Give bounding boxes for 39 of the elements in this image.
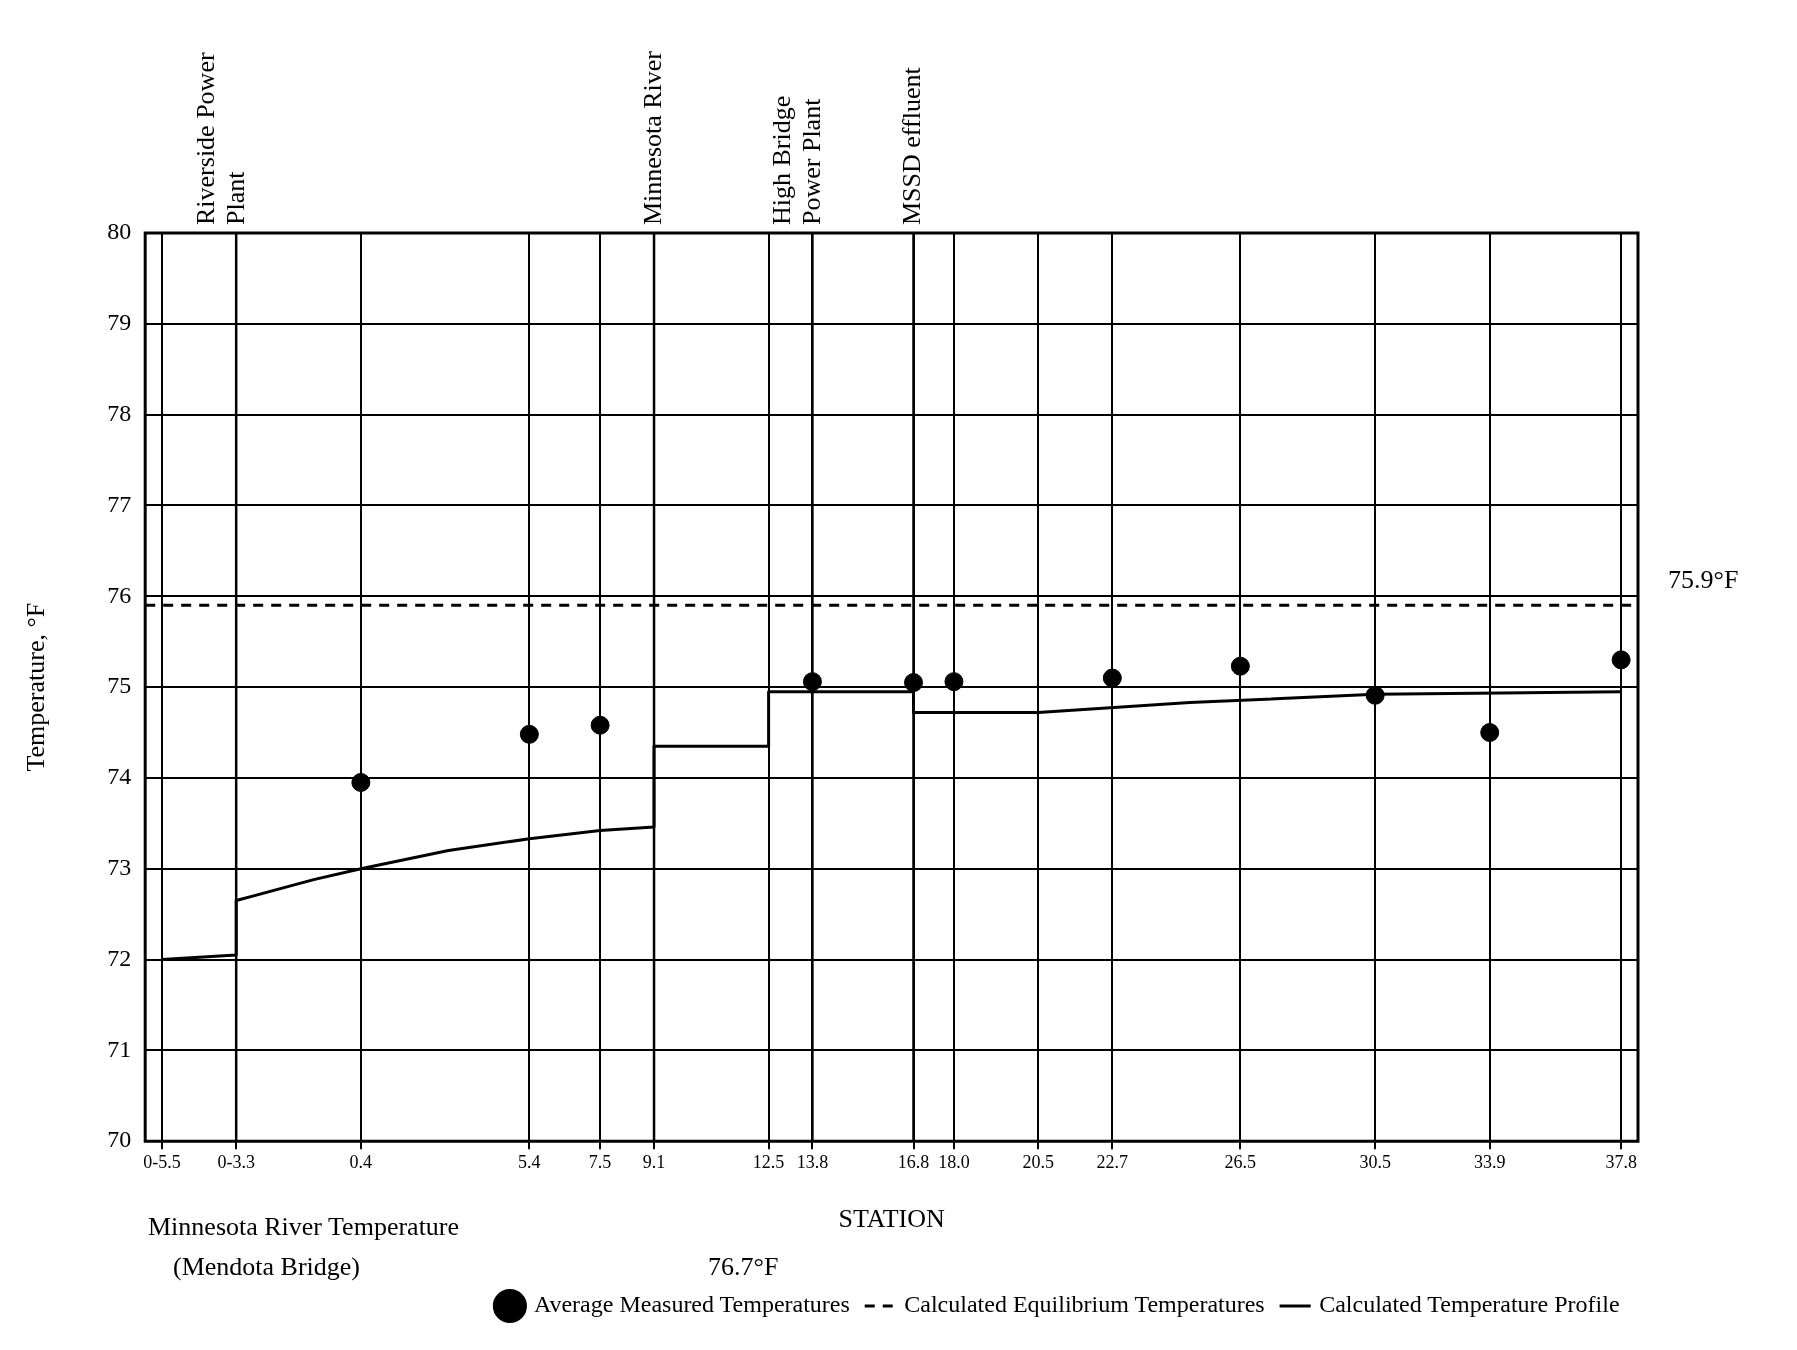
- y-tick-label: 74: [107, 763, 132, 790]
- legend-label: Calculated Temperature Profile: [1319, 1291, 1620, 1318]
- x-tick-label: 30.5: [1359, 1151, 1391, 1172]
- y-tick-label: 78: [107, 399, 132, 426]
- text: Minnesota River Temperature (Mendota Bridge): [148, 1211, 460, 1281]
- x-tick-label: 33.9: [1473, 1151, 1506, 1172]
- y-tick-label: 71: [107, 1035, 132, 1062]
- x-tick-label: 26.5: [1224, 1151, 1257, 1172]
- x-tick-label: 13.8: [796, 1151, 829, 1172]
- ref-line-label: Minnesota River: [637, 50, 667, 225]
- y-tick-label: 75: [107, 672, 132, 699]
- x-tick-label: 16.8: [897, 1151, 930, 1172]
- x-tick-label: 37.8: [1605, 1151, 1637, 1172]
- y-axis-title: Temperature, °F: [21, 602, 51, 772]
- y-tick-label: 72: [107, 944, 132, 971]
- x-tick-label: 22.7: [1096, 1151, 1129, 1172]
- x-tick-label: 20.5: [1022, 1151, 1054, 1172]
- x-tick-label: 12.5: [752, 1151, 785, 1172]
- ref-line-label: MSSD effluent: [897, 66, 927, 225]
- legend-label: Average Measured Temperatures: [533, 1291, 850, 1318]
- x-tick-label: 9.1: [642, 1151, 666, 1172]
- legend-label: Calculated Equilibrium Temperatures: [904, 1291, 1265, 1318]
- y-tick-label: 77: [107, 490, 132, 517]
- x-tick-label: 7.5: [588, 1151, 612, 1172]
- x-axis-title: STATION: [838, 1204, 945, 1234]
- annotation: 75.9°F: [1668, 565, 1739, 595]
- x-tick-label: 0-3.3: [217, 1151, 255, 1172]
- y-tick-label: 79: [107, 309, 132, 336]
- x-tick-label: 0-5.5: [143, 1151, 181, 1172]
- y-tick-label: 70: [107, 1126, 132, 1153]
- x-tick-label: 5.4: [518, 1151, 541, 1172]
- text: 76.7°F: [708, 1251, 779, 1281]
- y-tick-label: 80: [107, 218, 132, 245]
- y-tick-label: 76: [107, 581, 132, 608]
- x-tick-label: 18.0: [938, 1151, 970, 1172]
- ref-line-label: Riverside Power Plant: [191, 52, 251, 225]
- y-tick-label: 73: [107, 854, 132, 881]
- x-tick-label: 0.4: [349, 1151, 373, 1172]
- ref-line-label: High Bridge Power Plant: [767, 95, 827, 225]
